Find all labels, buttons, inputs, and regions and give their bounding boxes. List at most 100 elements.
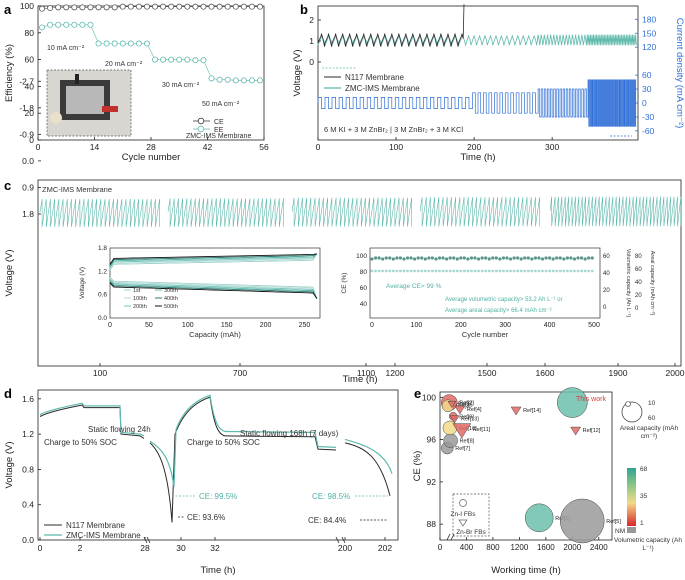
a-point-EE: [216, 76, 223, 83]
in1-charge-curve: [109, 253, 318, 270]
in2-capacity-point: [445, 269, 448, 273]
e-ytick-label: 100: [422, 392, 436, 402]
in2-ce-point: [473, 256, 477, 260]
b-y2tick-label: -60: [642, 126, 655, 136]
b-zmc-voltage-line: [317, 34, 637, 47]
in2-ytick-label: 80: [360, 269, 368, 276]
c-voltage-segment: [39, 198, 160, 228]
e-point-triangle: [449, 415, 460, 424]
in2-xtick-label: 500: [588, 322, 600, 329]
in1-charge-curve: [109, 253, 318, 271]
a-xtick-label: 0: [36, 142, 41, 152]
in2-capacity-point: [526, 269, 530, 273]
in1-charge-curve: [109, 253, 318, 267]
b-y2tick-label: 180: [642, 14, 656, 24]
a-xtick-label: 56: [259, 142, 269, 152]
panel-b-legend: N117 Membrane ZMC-IMS Membrane: [324, 73, 420, 93]
b-ytick-label: 2: [309, 15, 314, 25]
note-charge-2a: Charge to 50% SOC: [187, 438, 260, 447]
e-ytick-label: 92: [427, 477, 437, 487]
e-axis-break: [446, 533, 451, 541]
in2-ce-point: [516, 256, 520, 260]
a-ytick-label: 20: [25, 108, 35, 118]
a-point-EE: [168, 56, 175, 63]
c-xtick-label: 1100: [357, 368, 376, 378]
e-ytick-label: 88: [427, 519, 437, 529]
b-y2tick-label: 120: [642, 42, 656, 52]
in1-ytick-label: 0.0: [98, 315, 107, 322]
b-n117-voltage-line: [317, 4, 465, 47]
a-point-EE: [248, 77, 255, 84]
a-point-CE: [47, 5, 54, 12]
in2-capacity-point: [587, 269, 591, 273]
inset2-ce-note: Average CE> 99 %: [386, 283, 442, 290]
inset2-vol-note: Average volumetric capacity> 53.2 Ah L⁻¹…: [445, 297, 563, 303]
in1-xtick-label: 250: [299, 322, 311, 329]
type-legend-circle: [459, 499, 467, 507]
in2-capacity-point: [576, 269, 580, 273]
in1-xtick-label: 0: [108, 322, 112, 329]
in2-capacity-point: [452, 269, 456, 273]
b-current-line: [317, 79, 637, 127]
in2-ce-point: [395, 256, 399, 260]
d-zmc-seg1: [39, 402, 145, 437]
in2-xtick-label: 100: [411, 322, 423, 329]
d-xtick-label: 28: [140, 543, 150, 553]
a-point-CE: [135, 3, 142, 10]
a-point-CE: [248, 3, 255, 10]
d-n117-seg4: [344, 442, 391, 497]
ce-label-zmc-2: CE: 98.5%: [312, 492, 350, 501]
in2-ce-point: [519, 257, 523, 261]
in2-y2tick-label: 20: [603, 288, 610, 294]
e-point-circle: [559, 498, 605, 544]
colorbar-nm: [627, 527, 636, 533]
d-zmc-seg4: [344, 438, 393, 474]
in2-ce-point: [530, 257, 534, 261]
in2-capacity-point: [480, 269, 484, 273]
areal-legend-title: Areal capacity (mAh cm⁻²): [619, 425, 679, 440]
leg-100th: 100th: [133, 296, 147, 302]
e-point-label: Ref[13]: [461, 416, 479, 422]
cbar-35: 35: [640, 493, 648, 500]
a-point-CE: [71, 4, 78, 11]
in2-ce-point: [423, 257, 427, 261]
a-point-EE: [240, 77, 247, 84]
a-xtick-label: 28: [146, 142, 156, 152]
areal-legend-big: [621, 401, 643, 423]
a-point-CE: [256, 3, 263, 10]
in2-y2tick-label: 40: [603, 271, 610, 277]
panel-e-ylabel: CE (%): [412, 451, 423, 482]
in2-capacity-point: [381, 269, 385, 273]
a-point-EE: [103, 40, 110, 47]
in2-y3tick-label: 20: [635, 293, 642, 299]
in2-ce-point: [526, 256, 530, 260]
in2-ce-point: [512, 256, 516, 260]
a-point-EE: [95, 40, 102, 47]
panel-c: c ZMC-IMS Membrane 1.8 0.9 0.0 -0.9 -1.8 -2.7…: [4, 76, 685, 385]
ce-label-n117-2: CE: 84.4%: [308, 516, 346, 525]
e-point-label: Ref[12]: [583, 428, 601, 434]
in2-ce-point: [370, 257, 374, 261]
in2-ce-point: [487, 257, 491, 261]
b-xtick-label: 0: [316, 142, 321, 152]
areal-legend-title-wrap: Areal capacity (mAh cm⁻²): [619, 425, 679, 440]
in2-y3tick-label: 60: [635, 267, 642, 273]
in2-capacity-point: [384, 269, 388, 273]
in2-capacity-point: [541, 269, 544, 273]
c-xtick-label: 1900: [609, 368, 628, 378]
d-xtick-label: 200: [338, 543, 352, 553]
c-ytick-label: 0.9: [22, 182, 34, 192]
in2-capacity-point: [477, 269, 480, 273]
in1-discharge-curve: [109, 280, 318, 299]
in2-capacity-point: [509, 269, 512, 273]
volumetric-colorbar: [627, 468, 636, 526]
a-series-line-EE: [41, 24, 260, 81]
in2-ce-point: [434, 257, 438, 261]
in2-capacity-point: [569, 269, 573, 273]
in2-y2tick-label: 0: [603, 305, 607, 311]
legend-ee-marker: [197, 125, 205, 133]
in2-ytick-label: 60: [360, 285, 368, 292]
inset2-xlabel: Cycle number: [462, 330, 509, 339]
in2-capacity-point: [448, 269, 452, 273]
in2-capacity-point: [420, 269, 424, 273]
